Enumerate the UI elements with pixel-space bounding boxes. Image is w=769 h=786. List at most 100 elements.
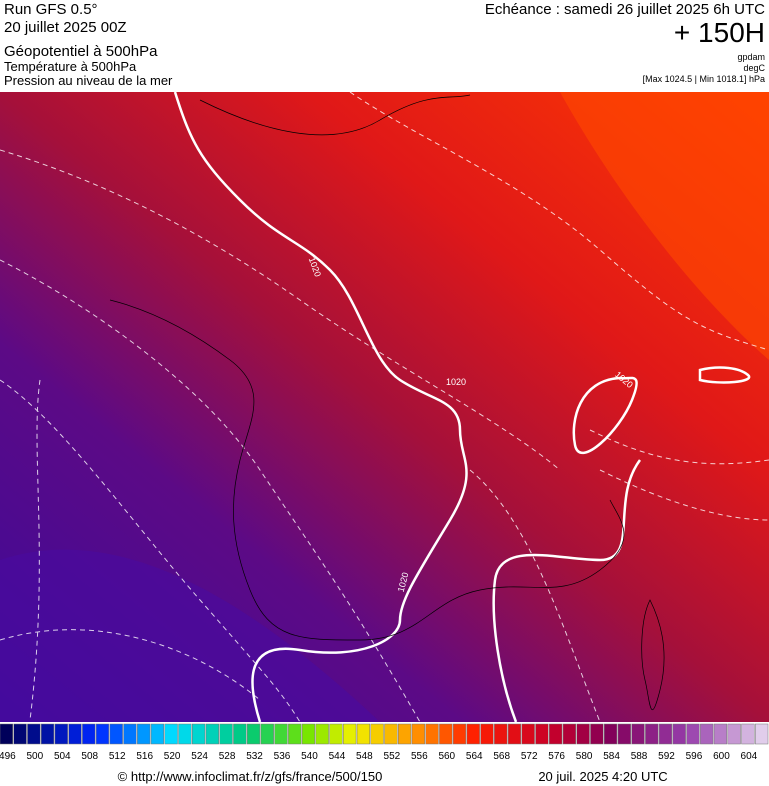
- colorbar-label: 544: [329, 751, 346, 762]
- colorbar-swatch: [246, 723, 261, 745]
- cold-region: [0, 549, 380, 722]
- colorbar-swatch: [576, 723, 590, 745]
- colorbar-swatch: [68, 723, 82, 745]
- lead-time: + 150H: [674, 17, 765, 48]
- colorbar-label: 500: [26, 751, 43, 762]
- colorbar-label: 576: [548, 751, 565, 762]
- colorbar-swatch: [549, 723, 563, 745]
- colorbar-label: 504: [54, 751, 71, 762]
- unit: degC: [743, 63, 765, 73]
- colorbar-swatch: [439, 723, 453, 745]
- colorbar-label: 548: [356, 751, 373, 762]
- layer-title: Température à 500hPa: [4, 59, 137, 74]
- colorbar-swatch: [233, 723, 247, 745]
- colorbar-swatch: [329, 723, 343, 745]
- colorbar-swatch: [137, 723, 151, 745]
- colorbar-label: 600: [713, 751, 730, 762]
- colorbar-swatch: [205, 723, 219, 745]
- colorbar-swatch: [727, 723, 741, 745]
- colorbar-label: 588: [631, 751, 648, 762]
- colorbar-swatch: [631, 723, 645, 745]
- colorbar-label: 596: [686, 751, 703, 762]
- colorbar-label: 604: [741, 751, 758, 762]
- colorbar-swatch: [54, 723, 68, 745]
- source: © http://www.infoclimat.fr/z/gfs/france/…: [118, 769, 383, 784]
- colorbar-label: 528: [219, 751, 236, 762]
- colorbar-label: 496: [0, 751, 16, 762]
- colorbar-label: 524: [191, 751, 208, 762]
- valid-time: Echéance : samedi 26 juillet 2025 6h UTC: [485, 1, 765, 18]
- colorbar-swatch: [123, 723, 137, 745]
- isobar-label: 1020: [446, 377, 466, 387]
- colorbar: 496 500 504 508 512 516 520 524 528 532 536 540 544 5…: [0, 723, 769, 762]
- colorbar-swatch: [150, 723, 165, 745]
- colorbar-swatch: [658, 723, 673, 745]
- colorbar-swatch: [192, 723, 206, 745]
- colorbar-swatch: [164, 723, 178, 745]
- colorbar-swatch: [356, 723, 371, 745]
- colorbar-label: 572: [521, 751, 538, 762]
- colorbar-label: 580: [576, 751, 593, 762]
- colorbar-swatch: [507, 723, 522, 745]
- colorbar-label: 540: [301, 751, 318, 762]
- isobars: [173, 91, 751, 723]
- colorbar-swatch: [521, 723, 535, 745]
- colorbar-swatch: [397, 723, 412, 745]
- pressure-range: [Max 1024.5 | Min 1018.1] hPa: [643, 74, 765, 84]
- colorbar-swatch: [260, 723, 274, 745]
- colorbar-swatch: [109, 723, 123, 745]
- colorbar-swatch: [95, 723, 110, 745]
- colorbar-label: 592: [658, 751, 675, 762]
- colorbar-swatch: [425, 723, 439, 745]
- colorbar-label: 568: [493, 751, 510, 762]
- colorbar-label: 516: [136, 751, 153, 762]
- colorbar-label: 564: [466, 751, 483, 762]
- colorbar-swatch: [178, 723, 192, 745]
- colorbar-swatch: [315, 723, 329, 745]
- colorbar-swatch: [82, 723, 96, 745]
- colorbar-swatch: [494, 723, 508, 745]
- colorbar-label: 508: [81, 751, 98, 762]
- colorbar-swatch: [452, 723, 467, 745]
- generated-time: 20 juil. 2025 4:20 UTC: [538, 769, 667, 784]
- colorbar-label: 556: [411, 751, 428, 762]
- layer-title: Pression au niveau de la mer: [4, 73, 173, 88]
- warm-region: [560, 92, 769, 360]
- colorbar-swatch: [370, 723, 384, 745]
- layer-title: Géopotentiel à 500hPa: [4, 43, 158, 60]
- colorbar-swatch: [411, 723, 425, 745]
- colorbar-swatch: [713, 723, 728, 745]
- colorbar-label: 584: [603, 751, 620, 762]
- colorbar-swatch: [562, 723, 577, 745]
- colorbar-label: 536: [274, 751, 291, 762]
- colorbar-label: 560: [438, 751, 455, 762]
- colorbar-swatch: [288, 723, 302, 745]
- colorbar-swatch: [480, 723, 494, 745]
- colorbar-swatch: [645, 723, 659, 745]
- colorbar-swatch: [672, 723, 686, 745]
- colorbar-label: 532: [246, 751, 263, 762]
- dashed-contours: [0, 91, 769, 723]
- run-date: 20 juillet 2025 00Z: [4, 19, 127, 36]
- colorbar-swatch: [535, 723, 549, 745]
- unit: gpdam: [737, 52, 765, 62]
- colorbar-swatch: [700, 723, 714, 745]
- colorbar-swatch: [603, 723, 618, 745]
- colorbar-swatch: [466, 723, 480, 745]
- colorbar-swatch: [13, 723, 27, 745]
- run-title: Run GFS 0.5°: [4, 1, 98, 18]
- colorbar-label: 520: [164, 751, 181, 762]
- colorbar-swatch: [0, 723, 13, 745]
- colorbar-swatch: [274, 723, 288, 745]
- colorbar-label: 552: [384, 751, 401, 762]
- colorbar-swatch: [617, 723, 631, 745]
- colorbar-swatch: [219, 723, 233, 745]
- colorbar-swatch: [384, 723, 398, 745]
- colorbar-label: 512: [109, 751, 126, 762]
- colorbar-swatch: [755, 723, 769, 745]
- coastlines: [109, 94, 665, 710]
- colorbar-swatch: [590, 723, 604, 745]
